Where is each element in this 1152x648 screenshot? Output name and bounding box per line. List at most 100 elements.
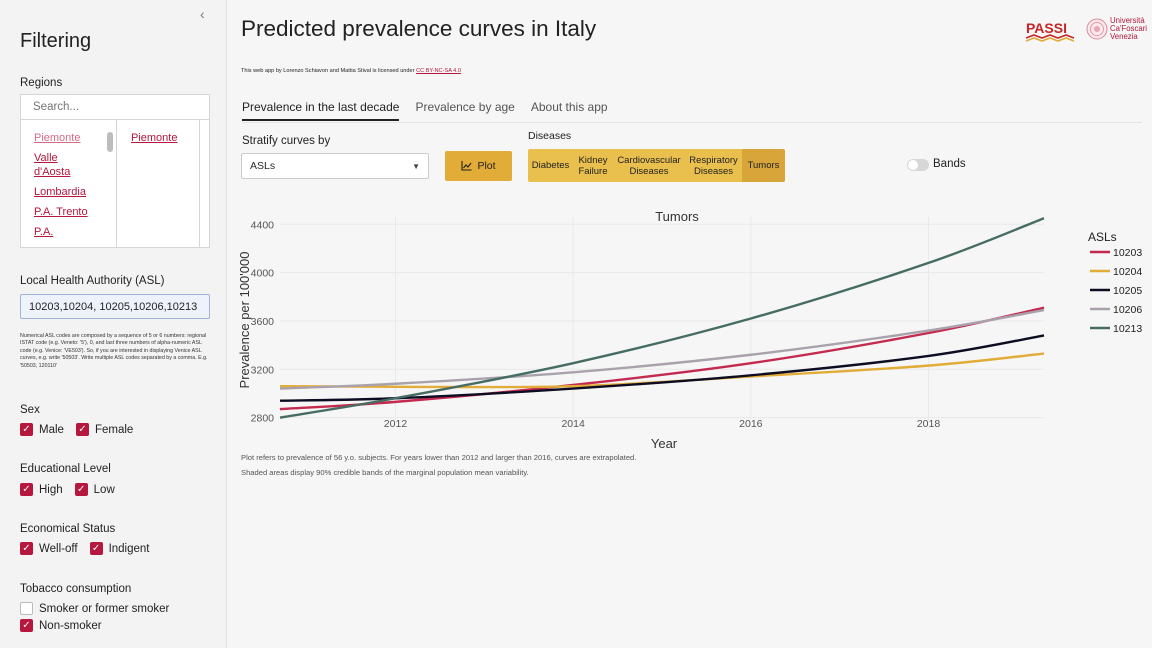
regions-selected-list: Piemonte bbox=[118, 120, 200, 247]
economic-label: Economical Status bbox=[20, 523, 116, 535]
y-tick-label: 3200 bbox=[251, 364, 275, 376]
selected-region-piemonte[interactable]: Piemonte bbox=[131, 132, 178, 144]
tab-prevalence-by-age[interactable]: Prevalence by age bbox=[415, 100, 515, 114]
stratify-label: Stratify curves by bbox=[242, 135, 331, 147]
disease-respiratory-button[interactable]: Respiratory Diseases bbox=[685, 149, 742, 182]
male-checkbox[interactable]: ✓ bbox=[20, 423, 33, 436]
region-item-piemonte[interactable]: Piemonte bbox=[34, 132, 81, 144]
disease-kidney-failure-button[interactable]: Kidney Failure bbox=[573, 149, 613, 182]
x-tick-label: 2012 bbox=[384, 418, 408, 430]
disease-cardiovascular-button[interactable]: Cardiovascular Diseases bbox=[613, 149, 685, 182]
asl-input[interactable] bbox=[20, 294, 210, 319]
plot-button[interactable]: Plot bbox=[445, 151, 512, 181]
license-prefix: This web app by Lorenzo Schiavon and Mat… bbox=[241, 68, 415, 74]
x-tick-label: 2014 bbox=[561, 418, 585, 430]
regions-search-input[interactable] bbox=[20, 94, 210, 120]
chart-note-extrapolation: Plot refers to prevalence of 56 y.o. sub… bbox=[241, 453, 637, 462]
sex-label: Sex bbox=[20, 404, 40, 416]
regions-label: Regions bbox=[20, 77, 63, 89]
y-tick-label: 3600 bbox=[251, 316, 275, 328]
collapse-sidebar-icon[interactable]: ‹ bbox=[200, 6, 205, 22]
smoker-row: Smoker or former smoker bbox=[20, 602, 169, 615]
region-item-lombardia[interactable]: Lombardia bbox=[34, 186, 86, 198]
regions-available-list: Piemonte Valle d'Aosta Lombardia P.A. Tr… bbox=[21, 120, 117, 247]
disease-tumors-button[interactable]: Tumors bbox=[742, 149, 785, 182]
tab-prevalence-last-decade[interactable]: Prevalence in the last decade bbox=[242, 100, 400, 121]
sidebar: ‹ Filtering Regions Piemonte Valle d'Aos… bbox=[0, 0, 227, 648]
smoker-label: Smoker or former smoker bbox=[39, 602, 170, 615]
tab-divider bbox=[242, 122, 1142, 123]
chart-title: Tumors bbox=[655, 209, 699, 224]
education-label: Educational Level bbox=[20, 463, 111, 475]
y-tick-label: 2800 bbox=[251, 413, 275, 425]
well-off-checkbox[interactable]: ✓ bbox=[20, 542, 33, 555]
legend-label-10205: 10205 bbox=[1113, 285, 1142, 297]
plot-button-label: Plot bbox=[477, 160, 496, 172]
legend-label-10203: 10203 bbox=[1113, 247, 1142, 259]
non-smoker-row: ✓ Non-smoker bbox=[20, 619, 102, 632]
low-checkbox[interactable]: ✓ bbox=[74, 483, 88, 496]
chevron-down-icon: ▼ bbox=[412, 161, 420, 171]
regions-scrollbar[interactable] bbox=[107, 132, 113, 152]
stratify-select-value: ASLs bbox=[250, 160, 276, 172]
university-logo-text: Università Ca'Foscari Venezia bbox=[1110, 16, 1148, 41]
region-item-valle-daosta[interactable]: Valle d'Aosta bbox=[34, 152, 71, 178]
x-tick-label: 2018 bbox=[917, 418, 941, 430]
license-link[interactable]: CC BY-NC-SA 4.0 bbox=[416, 68, 461, 74]
legend-title: ASLs bbox=[1088, 230, 1117, 244]
regions-picker: Piemonte Valle d'Aosta Lombardia P.A. Tr… bbox=[20, 120, 210, 248]
low-label: Low bbox=[93, 483, 115, 496]
legend-label-10206: 10206 bbox=[1113, 304, 1142, 316]
license-text: This web app by Lorenzo Schiavon and Mat… bbox=[241, 68, 461, 74]
diseases-button-group: Diabetes Kidney Failure Cardiovascular D… bbox=[528, 149, 785, 182]
x-axis-label: Year bbox=[651, 436, 678, 450]
y-tick-label: 4000 bbox=[251, 268, 275, 280]
line-chart-icon bbox=[461, 161, 472, 171]
page-title: Predicted prevalence curves in Italy bbox=[241, 16, 597, 41]
stratify-select[interactable]: ASLs ▼ bbox=[241, 153, 429, 179]
disease-diabetes-button[interactable]: Diabetes bbox=[528, 149, 573, 182]
male-label: Male bbox=[39, 423, 64, 436]
economic-checkbox-group: ✓ Well-off ✓ Indigent bbox=[20, 542, 150, 555]
y-axis-label: Prevalence per 100'000 bbox=[237, 252, 252, 389]
legend-label-10204: 10204 bbox=[1113, 266, 1142, 278]
passi-logo: PASSI bbox=[1025, 20, 1075, 42]
series-line-10206 bbox=[279, 308, 1045, 390]
tab-about[interactable]: About this app bbox=[530, 100, 608, 114]
indigent-checkbox[interactable]: ✓ bbox=[89, 542, 103, 555]
series-line-10213 bbox=[279, 217, 1045, 419]
tobacco-label: Tobacco consumption bbox=[20, 583, 132, 595]
bands-toggle-knob bbox=[908, 160, 918, 170]
non-smoker-label: Non-smoker bbox=[39, 619, 102, 632]
non-smoker-checkbox[interactable]: ✓ bbox=[20, 619, 33, 632]
female-label: Female bbox=[94, 423, 134, 436]
high-checkbox[interactable]: ✓ bbox=[20, 483, 33, 496]
bands-toggle[interactable] bbox=[907, 159, 929, 171]
main-panel: Predicted prevalence curves in Italy PAS… bbox=[228, 0, 1152, 648]
bands-label: Bands bbox=[933, 158, 966, 170]
region-item-pa-trento[interactable]: P.A. Trento bbox=[34, 206, 88, 218]
prevalence-chart: 2800 3200 3600 4000 4400 2012 2014 2016 2018 Tu… bbox=[237, 209, 1142, 450]
chart-legend: 10203 10204 10205 10206 10213 bbox=[1090, 247, 1142, 335]
high-label: High bbox=[39, 483, 63, 496]
sidebar-title: Filtering bbox=[20, 30, 92, 52]
education-checkbox-group: ✓ High ✓ Low bbox=[20, 483, 115, 496]
series-line-10205 bbox=[279, 334, 1045, 402]
well-off-label: Well-off bbox=[39, 542, 78, 555]
indigent-label: Indigent bbox=[108, 542, 150, 555]
university-seal-icon bbox=[1086, 18, 1108, 40]
legend-label-10213: 10213 bbox=[1113, 323, 1142, 335]
asl-label: Local Health Authority (ASL) bbox=[20, 275, 165, 287]
smoker-checkbox[interactable] bbox=[20, 602, 33, 615]
series-line-10203 bbox=[279, 306, 1045, 411]
diseases-label: Diseases bbox=[528, 130, 572, 142]
asl-help-text: Numerical ASL codes are composed by a se… bbox=[20, 333, 208, 369]
x-tick-label: 2016 bbox=[739, 418, 763, 430]
passi-logo-text: PASSI bbox=[1026, 20, 1067, 36]
chart-note-bands: Shaded areas display 90% credible bands … bbox=[241, 468, 529, 477]
y-tick-label: 4400 bbox=[251, 219, 275, 231]
region-item-pa[interactable]: P.A. bbox=[34, 226, 54, 238]
sex-checkbox-group: ✓ Male ✓ Female bbox=[20, 423, 133, 436]
tab-bar: Prevalence in the last decade Prevalence… bbox=[242, 100, 624, 121]
female-checkbox[interactable]: ✓ bbox=[75, 423, 89, 436]
